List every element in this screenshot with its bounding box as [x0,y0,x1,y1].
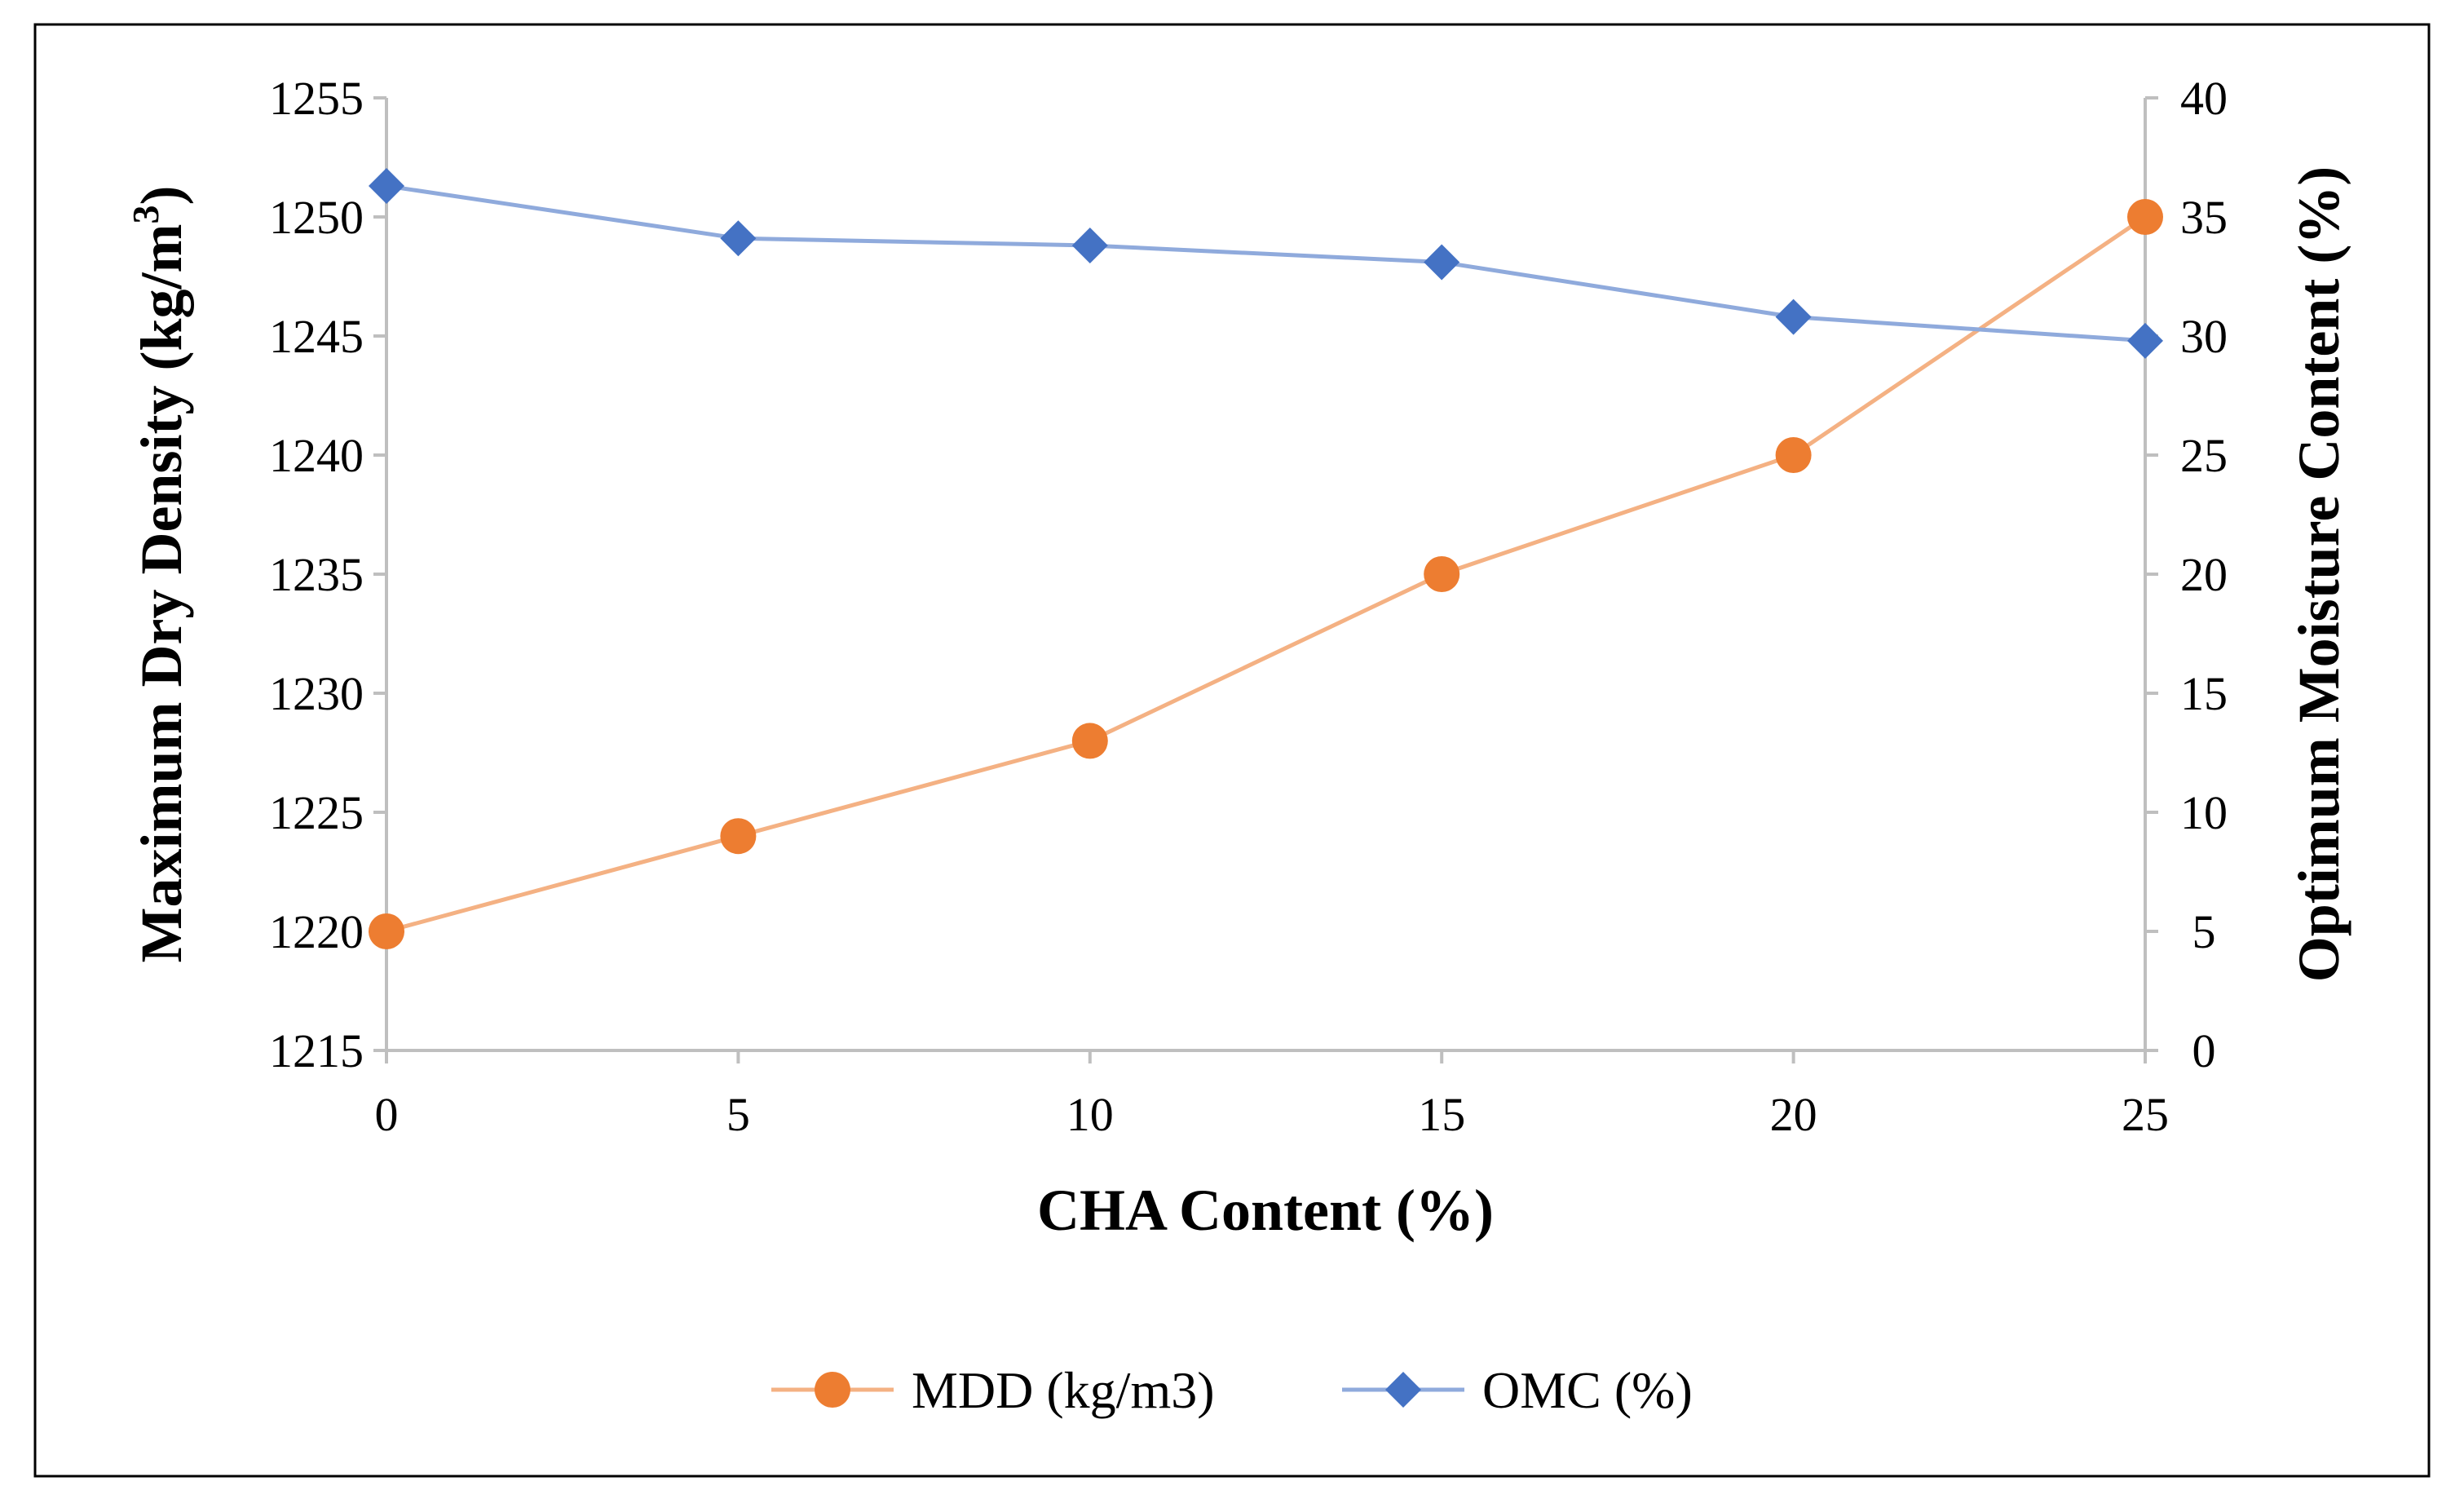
data-point-omc [2127,322,2163,359]
y-tick-label: 1230 [269,667,364,720]
data-point-mdd [720,818,757,855]
x-tick-label: 20 [1770,1088,1817,1141]
y-tick-label: 1240 [269,429,364,482]
y2-tick-label: 10 [2180,786,2228,839]
x-tick-label: 0 [375,1088,399,1141]
y-axis-title: Maximum Dry Density (kg/m3) [125,186,194,963]
y-axis-title-close: ) [129,186,194,206]
x-tick-label: 5 [726,1088,750,1141]
data-point-mdd [369,913,404,949]
y-tick-label: 1250 [269,191,364,244]
y-tick-label: 1235 [269,548,364,601]
data-point-omc [720,220,757,257]
series-lines [386,184,2147,934]
data-point-mdd [2127,199,2163,235]
y2-tick-label: 0 [2192,1024,2216,1077]
y-tick-label: 1255 [269,72,364,125]
y-tick-label: 1215 [269,1024,364,1077]
series-markers [369,168,2163,949]
data-point-mdd [1424,556,1460,592]
data-point-mdd [1775,437,1812,473]
y2-axis-title: Optimum Moisture Content (%) [2286,166,2351,983]
y2-tick-label: 20 [2180,548,2228,601]
legend-omc-marker [1385,1372,1421,1408]
y-tick-label: 1225 [269,786,364,839]
legend: MDD (kg/m3) OMC (%) [771,1361,1693,1419]
y-axis-title-main: Maximum Dry Density (kg/m [129,224,194,963]
y2-tick-label: 15 [2180,667,2228,720]
legend-item-mdd: MDD (kg/m3) [771,1361,1215,1419]
legend-omc-label: OMC (%) [1482,1361,1693,1419]
legend-mdd-label: MDD (kg/m3) [912,1361,1215,1419]
x-axis-title: CHA Content (%) [1037,1178,1494,1243]
chart-frame [33,23,2431,1478]
x-tick-label: 10 [1066,1088,1114,1141]
y2-tick-label: 35 [2180,191,2228,244]
x-tick-label: 25 [2122,1088,2169,1141]
tick-group: 1215 1220 1225 1230 1235 1240 1245 1250 1255 0 5 10… [269,72,2228,1141]
y2-tick-label: 30 [2180,310,2228,363]
y2-tick-label: 25 [2180,429,2228,482]
y2-tick-label: 40 [2180,72,2228,125]
series-line-omc [386,184,2146,343]
data-point-omc [1071,228,1108,264]
series-line-mdd [386,214,2147,934]
data-point-mdd [1071,723,1108,759]
y-tick-label: 1220 [269,905,364,958]
y-axis-title-superscript: 3 [125,206,166,224]
legend-mdd-marker [815,1372,850,1408]
data-point-omc [1424,244,1460,281]
x-tick-label: 15 [1418,1088,1465,1141]
legend-item-omc: OMC (%) [1342,1361,1693,1419]
y2-tick-label: 5 [2192,905,2216,958]
data-point-omc [369,168,404,205]
data-point-omc [1775,298,1812,335]
y-tick-label: 1245 [269,310,364,363]
